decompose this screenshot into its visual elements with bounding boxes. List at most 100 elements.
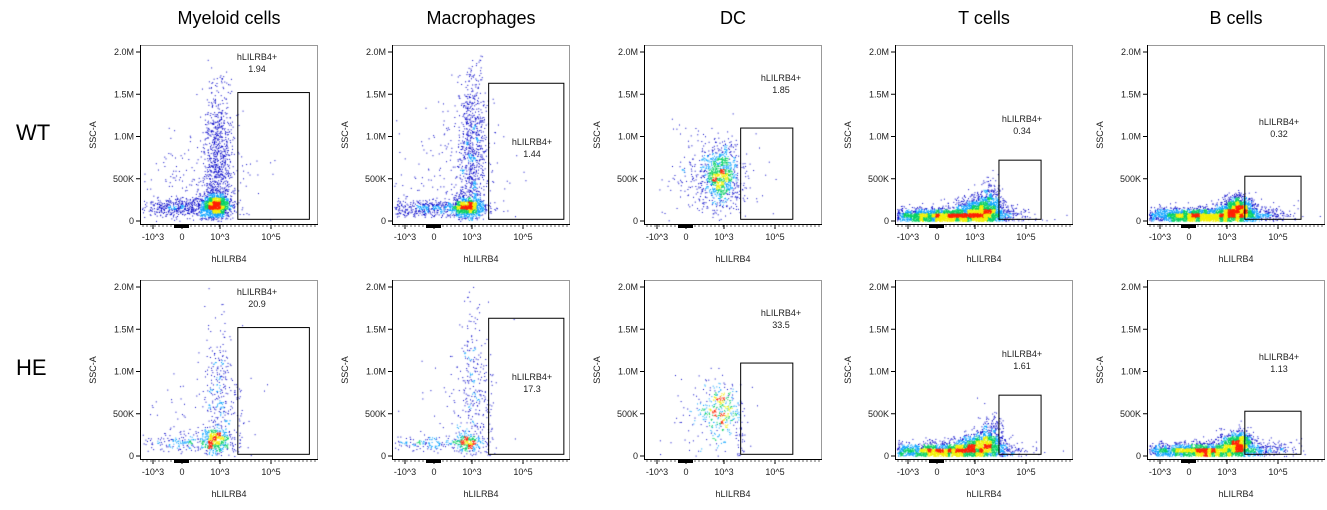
gate-rectangle[interactable] (740, 362, 794, 455)
x-tick-label: 10^5 (261, 232, 280, 242)
plot-frame (1147, 280, 1325, 460)
gate-rectangle[interactable] (237, 92, 310, 220)
y-tick-label: 500K (1120, 409, 1141, 419)
gate-name: hLILRB4+ (512, 372, 552, 382)
scatter-points (392, 45, 570, 225)
x-axis-label: hLILRB4 (211, 489, 246, 499)
x-tick-label: 0 (179, 232, 184, 242)
column-title: T cells (958, 8, 1010, 28)
scatter-points (1147, 280, 1325, 460)
x-tick-label: 0 (1186, 232, 1191, 242)
y-axis-label: SSC-A (1095, 356, 1105, 384)
y-tick-label: 1.5M (366, 89, 386, 99)
y-tick-label: 2.0M (869, 282, 889, 292)
x-axis-label: hLILRB4 (966, 254, 1001, 264)
x-tick-label: -10^3 (897, 467, 919, 477)
x-tick-label: 10^5 (513, 467, 532, 477)
x-axis-label: hLILRB4 (211, 254, 246, 264)
scatter-points (140, 280, 318, 460)
x-tick-label: 10^3 (1217, 232, 1236, 242)
x-tick-label: -10^3 (646, 232, 668, 242)
y-tick-label: 0 (1136, 451, 1141, 461)
gate-name: hLILRB4+ (1002, 114, 1042, 124)
x-tick-label: 0 (431, 467, 436, 477)
gate-rectangle[interactable] (1244, 175, 1302, 220)
y-tick-label: 500K (365, 174, 386, 184)
gate-percent: 33.5 (772, 320, 790, 330)
plot-frame (895, 280, 1073, 460)
x-tick-label: 0 (683, 467, 688, 477)
y-tick-label: 500K (113, 174, 134, 184)
row-label: HE (16, 355, 47, 380)
gate-rectangle[interactable] (237, 327, 310, 455)
scatter-points (895, 280, 1073, 460)
y-axis-label: SSC-A (592, 121, 602, 149)
gate-rectangle[interactable] (1244, 410, 1302, 455)
y-tick-label: 1.0M (1121, 367, 1141, 377)
plot-frame (392, 45, 570, 225)
y-tick-label: 2.0M (114, 282, 134, 292)
x-tick-label: -10^3 (394, 467, 416, 477)
x-tick-label: 10^5 (1016, 467, 1035, 477)
gate-percent: 17.3 (523, 384, 541, 394)
x-axis-label: hLILRB4 (715, 254, 750, 264)
y-axis-label: SSC-A (88, 356, 98, 384)
zero-marker (1181, 225, 1196, 228)
plot-panel: 0 500K 1.0M 1.5M 2.0M -10^3 0 10^3 10^5 hLILRB4 SS… (843, 45, 1073, 264)
y-tick-label: 1.0M (869, 367, 889, 377)
plot-frame (895, 45, 1073, 225)
y-tick-label: 0 (129, 216, 134, 226)
gate-percent: 0.32 (1270, 129, 1288, 139)
x-tick-label: 0 (431, 232, 436, 242)
y-tick-label: 1.5M (114, 324, 134, 334)
x-tick-label: 10^5 (261, 467, 280, 477)
y-tick-label: 1.5M (869, 324, 889, 334)
x-tick-label: 10^3 (462, 232, 481, 242)
plot-panel: 0 500K 1.0M 1.5M 2.0M -10^3 0 10^3 10^5 hLILRB4 SS… (1095, 280, 1325, 499)
y-axis-label: SSC-A (340, 121, 350, 149)
y-tick-label: 1.5M (1121, 324, 1141, 334)
y-tick-label: 1.0M (1121, 132, 1141, 142)
gate-rectangle[interactable] (488, 317, 565, 455)
zero-marker (678, 460, 693, 463)
x-axis-label: hLILRB4 (966, 489, 1001, 499)
y-tick-label: 2.0M (618, 47, 638, 57)
plot-panel: 0 500K 1.0M 1.5M 2.0M -10^3 0 10^3 10^5 hLILRB4 SS… (592, 280, 822, 499)
x-tick-label: 0 (683, 232, 688, 242)
x-tick-label: 10^3 (462, 467, 481, 477)
y-tick-label: 0 (1136, 216, 1141, 226)
column-title: Macrophages (426, 8, 536, 28)
row-label: WT (16, 120, 51, 145)
zero-marker (174, 460, 189, 463)
plot-frame (140, 45, 318, 225)
plot-panel: 0 500K 1.0M 1.5M 2.0M -10^3 0 10^3 10^5 hLILRB4 SS… (843, 280, 1073, 499)
y-axis-label: SSC-A (843, 356, 853, 384)
zero-marker (426, 460, 441, 463)
x-axis-label: hLILRB4 (1218, 254, 1253, 264)
plot-panel: 0 500K 1.0M 1.5M 2.0M -10^3 0 10^3 10^5 hLILRB4 SS… (1095, 45, 1325, 264)
gate-percent: 1.94 (248, 64, 266, 74)
y-axis-label: SSC-A (1095, 121, 1105, 149)
y-tick-label: 1.5M (869, 89, 889, 99)
x-tick-label: 10^5 (1268, 232, 1287, 242)
x-tick-label: 10^5 (513, 232, 532, 242)
gate-rectangle[interactable] (488, 82, 565, 220)
y-tick-label: 0 (381, 216, 386, 226)
gate-name: hLILRB4+ (1259, 352, 1299, 362)
y-tick-label: 1.0M (366, 367, 386, 377)
gate-rectangle[interactable] (740, 127, 794, 220)
column-title: DC (720, 8, 746, 28)
gate-rectangle[interactable] (998, 394, 1042, 455)
x-tick-label: -10^3 (1149, 467, 1171, 477)
plot-frame (392, 280, 570, 460)
y-tick-label: 1.5M (1121, 89, 1141, 99)
y-tick-label: 500K (617, 409, 638, 419)
y-axis-label: SSC-A (88, 121, 98, 149)
y-tick-label: 1.5M (618, 324, 638, 334)
gate-rectangle[interactable] (998, 159, 1042, 220)
y-tick-label: 500K (113, 409, 134, 419)
y-tick-label: 1.5M (366, 324, 386, 334)
gate-name: hLILRB4+ (761, 73, 801, 83)
gate-percent: 1.13 (1270, 364, 1288, 374)
y-tick-label: 2.0M (1121, 47, 1141, 57)
